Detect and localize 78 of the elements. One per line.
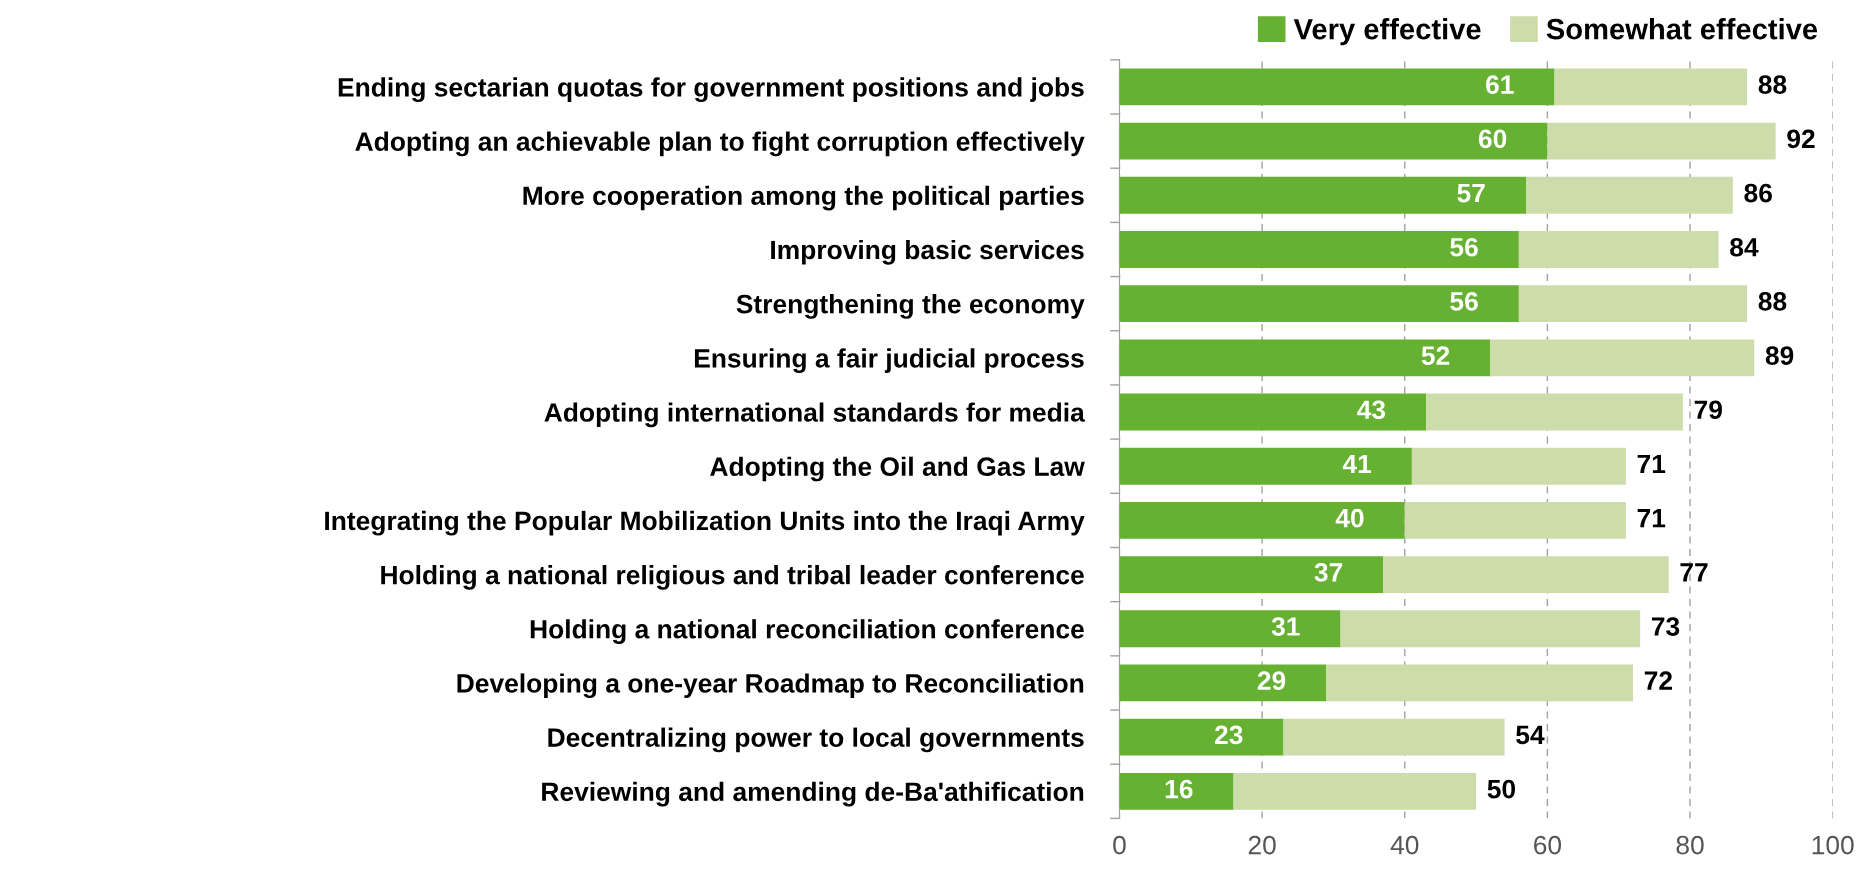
bar — [1119, 718, 1284, 756]
bar — [1119, 231, 1519, 268]
total-label: 79 — [1694, 400, 1722, 420]
bar — [1326, 664, 1633, 702]
bar — [1554, 68, 1748, 106]
bar — [1383, 556, 1669, 593]
bar — [1119, 339, 1491, 377]
data-label: 61 — [1486, 75, 1514, 95]
data-label: 57 — [1457, 183, 1485, 203]
bar — [1518, 285, 1748, 323]
bar — [1119, 68, 1555, 106]
data-label: 56 — [1450, 237, 1478, 257]
data-label: 40 — [1335, 508, 1364, 528]
y-tick-label: Ending sectarian quotas for government positions and jobs — [338, 77, 1084, 103]
data-label: 23 — [1214, 725, 1243, 745]
bar — [1119, 501, 1405, 539]
bar — [1547, 122, 1776, 160]
y-tick-label: Integrating the Popular Mobilization Units into the Iraqi Army — [325, 510, 1085, 536]
total-label: 71 — [1637, 509, 1666, 528]
bar — [1119, 122, 1548, 160]
total-label: 89 — [1765, 346, 1794, 365]
y-tick-label: Strengthening the economy — [736, 294, 1085, 319]
data-label: 16 — [1165, 779, 1193, 799]
data-label: 29 — [1257, 671, 1286, 691]
x-tick-label: 80 — [1676, 835, 1704, 855]
y-tick-label: Adopting the Oil and Gas Law — [710, 456, 1085, 482]
y-tick-label: More cooperation among the political parties — [523, 185, 1084, 211]
data-label: 31 — [1271, 617, 1300, 636]
bar — [1119, 772, 1234, 810]
total-label: 50 — [1487, 779, 1516, 799]
bar — [1119, 556, 1384, 593]
y-tick-label: Adopting international standards for media — [544, 402, 1085, 428]
total-label: 92 — [1787, 129, 1815, 149]
total-label: 71 — [1637, 454, 1666, 474]
data-label: 52 — [1421, 346, 1450, 365]
bar — [1283, 718, 1505, 756]
y-tick-label: Ensuring a fair judicial process — [694, 348, 1084, 373]
data-label: 60 — [1478, 129, 1507, 149]
y-tick-label: Improving basic services — [771, 239, 1084, 265]
total-label: 73 — [1651, 617, 1680, 636]
bar — [1411, 447, 1626, 485]
bar — [1404, 501, 1626, 539]
total-label: 72 — [1644, 671, 1672, 690]
x-tick-label: 0 — [1113, 835, 1126, 855]
y-tick-label: Holding a national reconciliation conference — [530, 619, 1084, 644]
bar — [1119, 393, 1427, 431]
bar — [1119, 610, 1341, 648]
bar — [1340, 610, 1641, 648]
total-label: 86 — [1744, 183, 1772, 203]
y-tick-label: Reviewing and amending de-Ba'athification — [542, 781, 1084, 807]
total-label: 88 — [1758, 292, 1787, 311]
y-tick-label: Holding a national religious and tribal leader conference — [381, 565, 1084, 590]
x-tick-label: 40 — [1390, 835, 1419, 855]
total-label: 84 — [1730, 237, 1759, 257]
bar — [1426, 393, 1683, 431]
bar — [1518, 231, 1719, 268]
y-tick-label: Developing a one-year Roadmap to Reconciliation — [457, 673, 1084, 699]
bar — [1119, 285, 1519, 323]
x-tick-label: 100 — [1812, 835, 1854, 855]
data-label: 37 — [1314, 562, 1343, 582]
total-label: 54 — [1516, 725, 1545, 745]
total-label: 88 — [1758, 75, 1787, 95]
x-tick-label: 20 — [1248, 835, 1276, 855]
x-tick-label: 60 — [1534, 835, 1562, 855]
y-tick-label: Decentralizing power to local governments — [548, 727, 1084, 753]
bar — [1233, 772, 1477, 810]
bar — [1119, 447, 1412, 485]
legend-label: Very effective — [1293, 18, 1481, 46]
legend-label: Somewhat effective — [1546, 18, 1818, 40]
data-label: 43 — [1357, 400, 1386, 420]
data-label: 41 — [1342, 454, 1372, 474]
bar — [1119, 176, 1526, 214]
total-label: 77 — [1680, 563, 1708, 582]
bar — [1119, 664, 1327, 702]
y-tick-label: Adopting an achievable plan to fight corruption effectively — [355, 131, 1085, 157]
data-label: 56 — [1450, 292, 1478, 311]
bar — [1490, 339, 1755, 377]
bar — [1526, 176, 1733, 214]
